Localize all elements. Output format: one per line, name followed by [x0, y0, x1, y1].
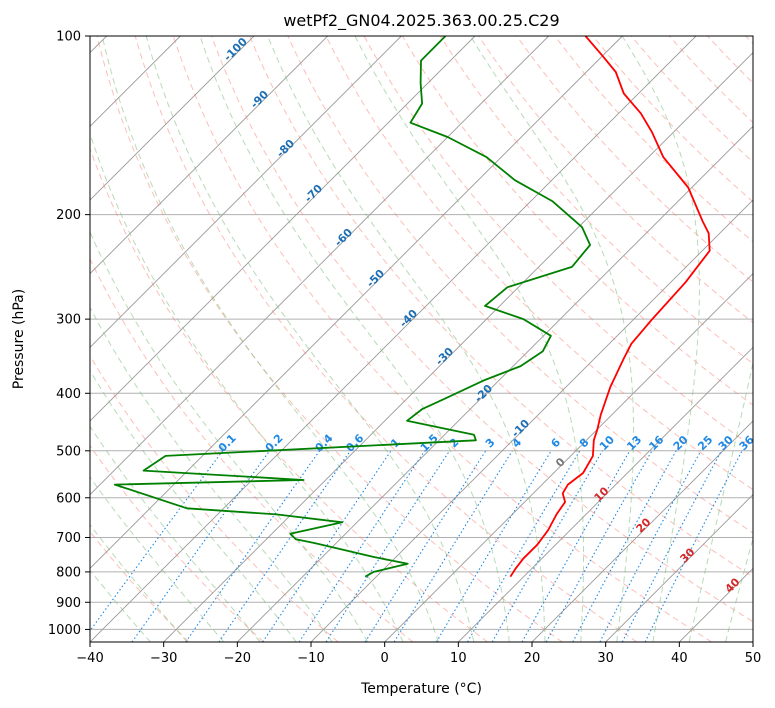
mixing-ratio-line [644, 450, 743, 642]
moist-adiabat-line [470, 36, 634, 642]
mixing-ratio-line [599, 450, 702, 642]
x-tick-label: −40 [76, 651, 103, 666]
x-tick-label: 40 [671, 651, 688, 666]
dry-adiabat-line [90, 444, 264, 642]
dry-adiabat-line [630, 36, 753, 163]
mixing-ratio-line [325, 450, 451, 642]
moist-adiabat-line [90, 230, 369, 642]
mixing-ratio-line [90, 450, 224, 632]
x-tick-label: 30 [597, 651, 614, 666]
isotherm-line [605, 494, 753, 642]
moist-adiabat-line [90, 369, 297, 642]
isotherm-line [531, 420, 753, 642]
dry-adiabat-line [211, 36, 753, 623]
y-tick-label: 800 [56, 565, 81, 580]
dry-adiabat-line [363, 36, 753, 448]
y-tick-label: 200 [56, 208, 81, 223]
chart-title: wetPf2_GN04.2025.363.00.25.C29 [283, 11, 559, 31]
profile-series [113, 36, 711, 578]
dry-adiabat-line [401, 36, 753, 406]
moist-adiabat-line [145, 36, 475, 642]
mixing-ratio-line [545, 450, 653, 642]
x-tick-label: 10 [450, 651, 467, 666]
x-tick-label: 20 [524, 651, 541, 666]
y-tick-label: 1000 [48, 623, 81, 638]
moist-adiabat-line [725, 537, 753, 642]
isotherm-line [163, 52, 753, 642]
dry-adiabat-line [478, 36, 753, 324]
moist-adiabat-line [688, 360, 753, 642]
isotherm-line [90, 36, 697, 642]
isotherm-line [90, 36, 476, 422]
mixing-ratio-line [131, 450, 271, 642]
dry-adiabat-line [516, 36, 753, 283]
moist-adiabat-line [621, 36, 700, 642]
moist-adiabat-line [90, 132, 404, 642]
y-tick-label: 300 [56, 313, 81, 328]
moist-adiabat-line [199, 36, 510, 642]
mixing-ratio-line [262, 450, 392, 642]
mixing-ratio-line [298, 450, 426, 642]
x-axis: −40 −30 −20 −10 0 10 20 30 40 50 [76, 642, 761, 666]
x-tick-label: −20 [224, 651, 251, 666]
mixing-ratio-lines [90, 450, 743, 642]
moist-adiabat-line [267, 36, 546, 642]
mixing-ratio-line [185, 450, 321, 642]
isotherm-lines [90, 36, 753, 642]
plot-area: -100-90-80-70-60-50-40-30-20-100.1 0.2 0.4… [90, 36, 753, 642]
x-tick-label: −10 [297, 651, 324, 666]
isotherm-line [90, 36, 255, 201]
x-tick-label: −30 [150, 651, 177, 666]
moist-adiabat-line [90, 523, 188, 642]
moist-adiabat-line [90, 306, 333, 642]
isotherm-line [90, 36, 402, 348]
dry-adiabat-line [172, 36, 712, 642]
isotherm-line [458, 346, 753, 642]
dry-adiabat-line [249, 36, 753, 578]
y-tick-label: 400 [56, 387, 81, 402]
dry-adiabat-lines [90, 36, 753, 642]
mixing-ratio-line [521, 450, 631, 642]
y-axis-label: Pressure (hPa) [11, 289, 27, 389]
x-tick-label: 0 [381, 651, 389, 666]
x-axis-label: Temperature (°C) [360, 681, 482, 697]
moist-adiabat-line [90, 569, 151, 642]
y-tick-label: 500 [56, 444, 81, 459]
isotherm-line [237, 125, 753, 642]
dry-adiabat-line [90, 257, 414, 642]
isotherm-line [90, 36, 623, 569]
dry-adiabat-line [592, 36, 753, 203]
x-tick-label: 50 [745, 651, 762, 666]
dry-adiabat-line [325, 36, 753, 491]
temperature-profile-line [509, 36, 711, 578]
plot-frame [89, 35, 754, 643]
y-axis: 100 200 300 400 500 600 700 800 900 1000 [48, 30, 90, 638]
moist-adiabat-line [90, 425, 261, 642]
y-tick-label: 700 [56, 531, 81, 546]
mixing-ratio-line [218, 450, 351, 642]
isotherm-line [384, 273, 753, 642]
pressure-gridlines [90, 36, 753, 630]
mixing-ratio-line [572, 450, 677, 642]
dewpoint-profile-line [113, 36, 591, 578]
moist-adiabat-line [90, 476, 225, 642]
y-tick-label: 600 [56, 491, 81, 506]
dry-adiabat-line [96, 36, 563, 642]
moist-adiabat-line [101, 36, 439, 642]
y-tick-label: 100 [56, 30, 81, 45]
moist-adiabat-line [354, 36, 584, 642]
isotherm-line [90, 36, 328, 275]
dry-adiabat-line [134, 36, 638, 642]
y-tick-label: 900 [56, 596, 81, 611]
moist-adiabat-lines [90, 36, 753, 642]
mixing-ratio-line [364, 450, 487, 642]
mixing-ratio-line [435, 450, 552, 642]
